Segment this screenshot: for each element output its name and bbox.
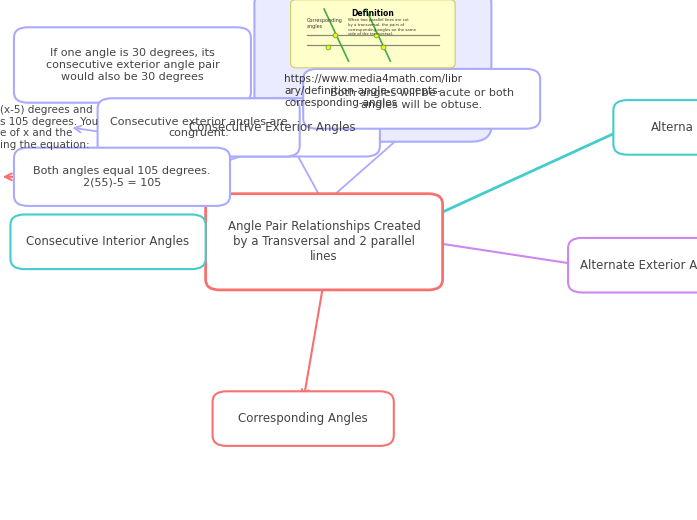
FancyBboxPatch shape [303,69,540,128]
FancyBboxPatch shape [10,214,206,269]
Text: Definition: Definition [351,9,395,18]
Text: Consecutive exterior angles are
congruent.: Consecutive exterior angles are congruen… [110,116,287,138]
FancyBboxPatch shape [14,148,230,206]
Text: Angle Pair Relationships Created
by a Transversal and 2 parallel
lines: Angle Pair Relationships Created by a Tr… [228,220,420,263]
Text: Corresponding Angles: Corresponding Angles [238,412,368,425]
FancyBboxPatch shape [291,0,455,68]
Text: When two parallel lines are cut
by a transversal, the pairs of
corresponding ang: When two parallel lines are cut by a tra… [348,18,417,36]
Text: If one angle is 30 degrees, its
consecutive exterior angle pair
would also be 30: If one angle is 30 degrees, its consecut… [45,48,220,82]
Text: Consecutive Interior Angles: Consecutive Interior Angles [26,235,190,249]
FancyBboxPatch shape [213,391,394,446]
FancyBboxPatch shape [164,98,380,157]
FancyBboxPatch shape [613,100,697,155]
Text: Both angles equal 105 degrees.
2(55)-5 = 105: Both angles equal 105 degrees. 2(55)-5 =… [33,166,210,188]
Text: Corresponding
angles: Corresponding angles [307,18,342,29]
Text: Consecutive Exterior Angles: Consecutive Exterior Angles [188,121,355,134]
Text: https://www.media4math.com/libr
ary/definition-angle-concepts-
corresponding-ang: https://www.media4math.com/libr ary/defi… [284,74,462,108]
FancyBboxPatch shape [14,27,251,102]
FancyBboxPatch shape [568,238,697,292]
FancyBboxPatch shape [206,194,443,290]
Text: Alterna: Alterna [651,121,694,134]
FancyBboxPatch shape [254,0,491,141]
FancyBboxPatch shape [98,98,300,157]
Text: Alternate Exterior Angle: Alternate Exterior Angle [581,259,697,271]
Text: (x-5) degrees and
s 105 degrees. You
e of x and the
ing the equation:: (x-5) degrees and s 105 degrees. You e o… [0,105,98,150]
Text: Both angles will be acute or both
angles will be obtuse.: Both angles will be acute or both angles… [330,88,514,110]
